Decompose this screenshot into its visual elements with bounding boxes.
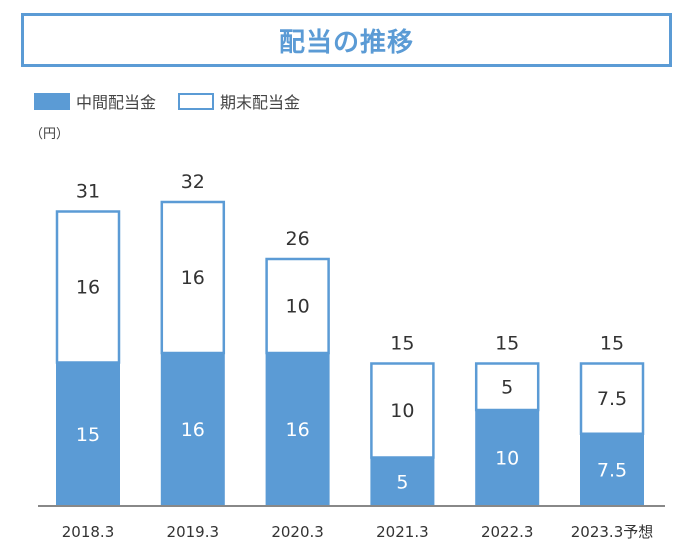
bar-year-end [579, 362, 645, 435]
unit-label: （円） [30, 127, 70, 142]
data-label-year-end: 10 [286, 296, 310, 318]
data-label-total: 26 [286, 228, 310, 250]
data-label-total: 15 [600, 333, 624, 355]
bar-interim [475, 410, 540, 505]
legend-label-year-end: 期末配当金 [220, 93, 301, 112]
data-label-interim: 16 [286, 419, 310, 441]
bar-interim [160, 353, 225, 505]
data-label-total: 15 [390, 333, 414, 355]
x-tick-label: 2021.3 [376, 523, 429, 541]
chart-title: 配当の推移 [278, 27, 414, 58]
title-box: 配当の推移 [21, 13, 672, 67]
bar-year-end [160, 200, 226, 355]
data-label-year-end: 16 [181, 267, 205, 289]
data-label-interim: 10 [495, 448, 519, 470]
legend-item-interim: 中間配当金 [34, 89, 156, 113]
legend-item-year-end: 期末配当金 [178, 89, 300, 113]
bar-interim [580, 433, 644, 505]
data-label-total: 31 [76, 181, 100, 203]
bar-year-end [55, 210, 121, 364]
legend-label-interim: 中間配当金 [76, 93, 157, 112]
x-tick-label: 2023.3予想 [571, 523, 654, 541]
x-tick-label: 2022.3 [481, 523, 534, 541]
data-label-total: 15 [495, 333, 519, 355]
data-label-year-end: 16 [76, 277, 100, 299]
legend-swatch-interim [34, 92, 70, 110]
legend: 中間配当金 期末配当金 [34, 90, 322, 112]
x-tick-label: 2020.3 [271, 523, 324, 541]
data-label-total: 32 [181, 171, 205, 193]
legend-swatch-year-end [178, 92, 215, 110]
data-label-interim: 5 [396, 471, 408, 493]
bar-interim [265, 353, 330, 505]
data-label-year-end: 5 [501, 376, 513, 398]
data-label-year-end: 10 [390, 400, 414, 422]
data-label-interim: 7.5 [597, 459, 627, 481]
x-tick-label: 2018.3 [62, 523, 115, 541]
bar-interim [56, 362, 120, 505]
data-label-year-end: 7.5 [597, 388, 627, 410]
bar-year-end [474, 362, 540, 412]
bar-interim [370, 457, 435, 505]
x-tick-label: 2019.3 [167, 523, 220, 541]
data-label-interim: 16 [181, 419, 205, 441]
bar-year-end [265, 257, 330, 355]
bar-year-end [370, 362, 435, 459]
data-label-interim: 15 [76, 424, 100, 446]
